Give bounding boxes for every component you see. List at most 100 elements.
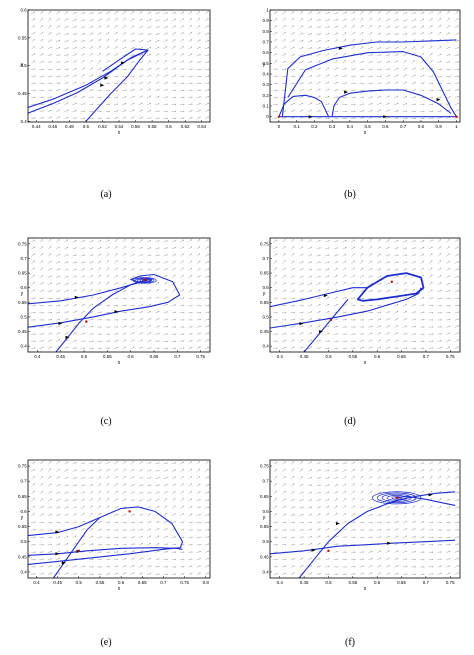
field-arrow-head <box>132 239 135 241</box>
field-arrow <box>130 82 135 84</box>
field-arrow-head <box>50 268 52 270</box>
field-arrow-head <box>157 81 160 84</box>
field-arrow-head <box>33 260 35 263</box>
field-arrow <box>196 239 201 243</box>
field-arrow <box>163 26 168 29</box>
field-arrow-head <box>91 512 93 515</box>
y-tick-label: 0.45 <box>260 554 269 559</box>
field-arrow <box>402 240 408 243</box>
field-arrow <box>299 102 304 106</box>
field-arrow <box>307 536 312 538</box>
field-arrow-head <box>448 46 451 49</box>
field-arrow <box>428 75 433 77</box>
field-arrow <box>105 282 110 286</box>
field-arrow <box>105 469 110 472</box>
field-arrow <box>89 240 94 243</box>
field-arrow <box>394 68 399 71</box>
field-arrow-head <box>49 476 52 478</box>
field-arrow-head <box>91 303 94 306</box>
field-arrow-head <box>439 260 442 263</box>
field-arrow-head <box>345 96 348 99</box>
field-arrow-head <box>361 260 364 263</box>
field-arrow-head <box>310 33 313 35</box>
field-arrow <box>72 528 77 531</box>
x-tick-label: 0.3 <box>329 124 336 129</box>
field-arrow-head <box>275 498 278 500</box>
field-arrow <box>105 505 110 509</box>
field-arrow-head <box>33 46 35 48</box>
field-arrow <box>342 476 347 480</box>
field-arrow-head <box>336 347 339 350</box>
field-arrow-head <box>149 81 152 84</box>
field-arrow-head <box>397 573 399 575</box>
field-arrow-head <box>370 39 373 42</box>
field-arrow-head <box>396 535 399 538</box>
field-arrow-head <box>310 275 313 278</box>
y-tick-label: 0.55 <box>18 35 27 40</box>
field-arrow-head <box>124 498 127 501</box>
field-arrow-head <box>207 102 210 105</box>
field-arrow <box>55 261 60 264</box>
field-arrow-head <box>133 47 135 49</box>
field-arrow-head <box>379 268 382 271</box>
field-arrow-head <box>157 53 160 55</box>
field-arrow <box>428 282 433 286</box>
field-arrow-head <box>75 303 77 306</box>
field-arrow-head <box>439 267 442 270</box>
field-arrow <box>402 528 407 531</box>
field-arrow-head <box>335 512 338 515</box>
field-arrow-head <box>319 318 321 320</box>
field-arrow-head <box>166 469 168 472</box>
y-tick-label: 0.55 <box>260 524 269 529</box>
field-arrow-head <box>183 304 185 307</box>
field-arrow <box>290 103 295 106</box>
field-arrow-head <box>361 475 364 478</box>
field-arrow-head <box>141 318 143 320</box>
field-arrow <box>376 484 381 487</box>
field-arrow <box>307 461 312 465</box>
field-arrow <box>437 275 442 278</box>
field-arrow-head <box>396 11 399 14</box>
field-arrow-head <box>34 565 36 568</box>
field-arrow <box>273 246 278 250</box>
field-arrow-head <box>149 109 152 112</box>
field-arrow <box>394 117 399 119</box>
field-arrow-head <box>174 521 177 523</box>
field-arrow-head <box>388 95 390 98</box>
field-arrow-head <box>327 74 330 77</box>
field-arrow <box>402 325 407 328</box>
field-arrow-head <box>67 275 69 278</box>
field-arrow-head <box>354 96 356 99</box>
field-arrow <box>39 239 44 243</box>
field-arrow <box>72 19 77 22</box>
field-arrow <box>376 96 381 99</box>
field-arrow <box>420 18 425 22</box>
field-arrow-head <box>66 535 69 538</box>
field-arrow <box>72 81 77 85</box>
field-arrow-head <box>41 53 44 56</box>
field-arrow-head <box>133 339 135 341</box>
x-tick-label: 0.64 <box>197 124 206 129</box>
field-arrow-head <box>108 461 110 464</box>
field-arrow-head <box>141 109 143 112</box>
field-arrow-head <box>422 296 425 299</box>
field-arrow-head <box>75 484 78 487</box>
field-arrow <box>204 25 209 29</box>
field-arrow-head <box>413 53 416 55</box>
field-arrow-head <box>99 274 101 277</box>
field-arrow <box>290 54 295 57</box>
field-arrow <box>188 46 193 50</box>
field-arrow <box>146 477 152 479</box>
field-arrow <box>446 46 451 50</box>
field-arrow <box>394 543 399 546</box>
field-arrow-head <box>275 490 277 493</box>
field-arrow <box>402 103 408 105</box>
field-arrow <box>155 318 160 321</box>
field-arrow-head <box>336 476 339 479</box>
field-arrow-head <box>157 74 160 77</box>
field-arrow-head <box>34 117 36 119</box>
field-arrow-head <box>108 469 110 471</box>
field-arrow-head <box>310 25 313 28</box>
field-arrow <box>325 498 330 502</box>
field-arrow-head <box>100 110 102 113</box>
